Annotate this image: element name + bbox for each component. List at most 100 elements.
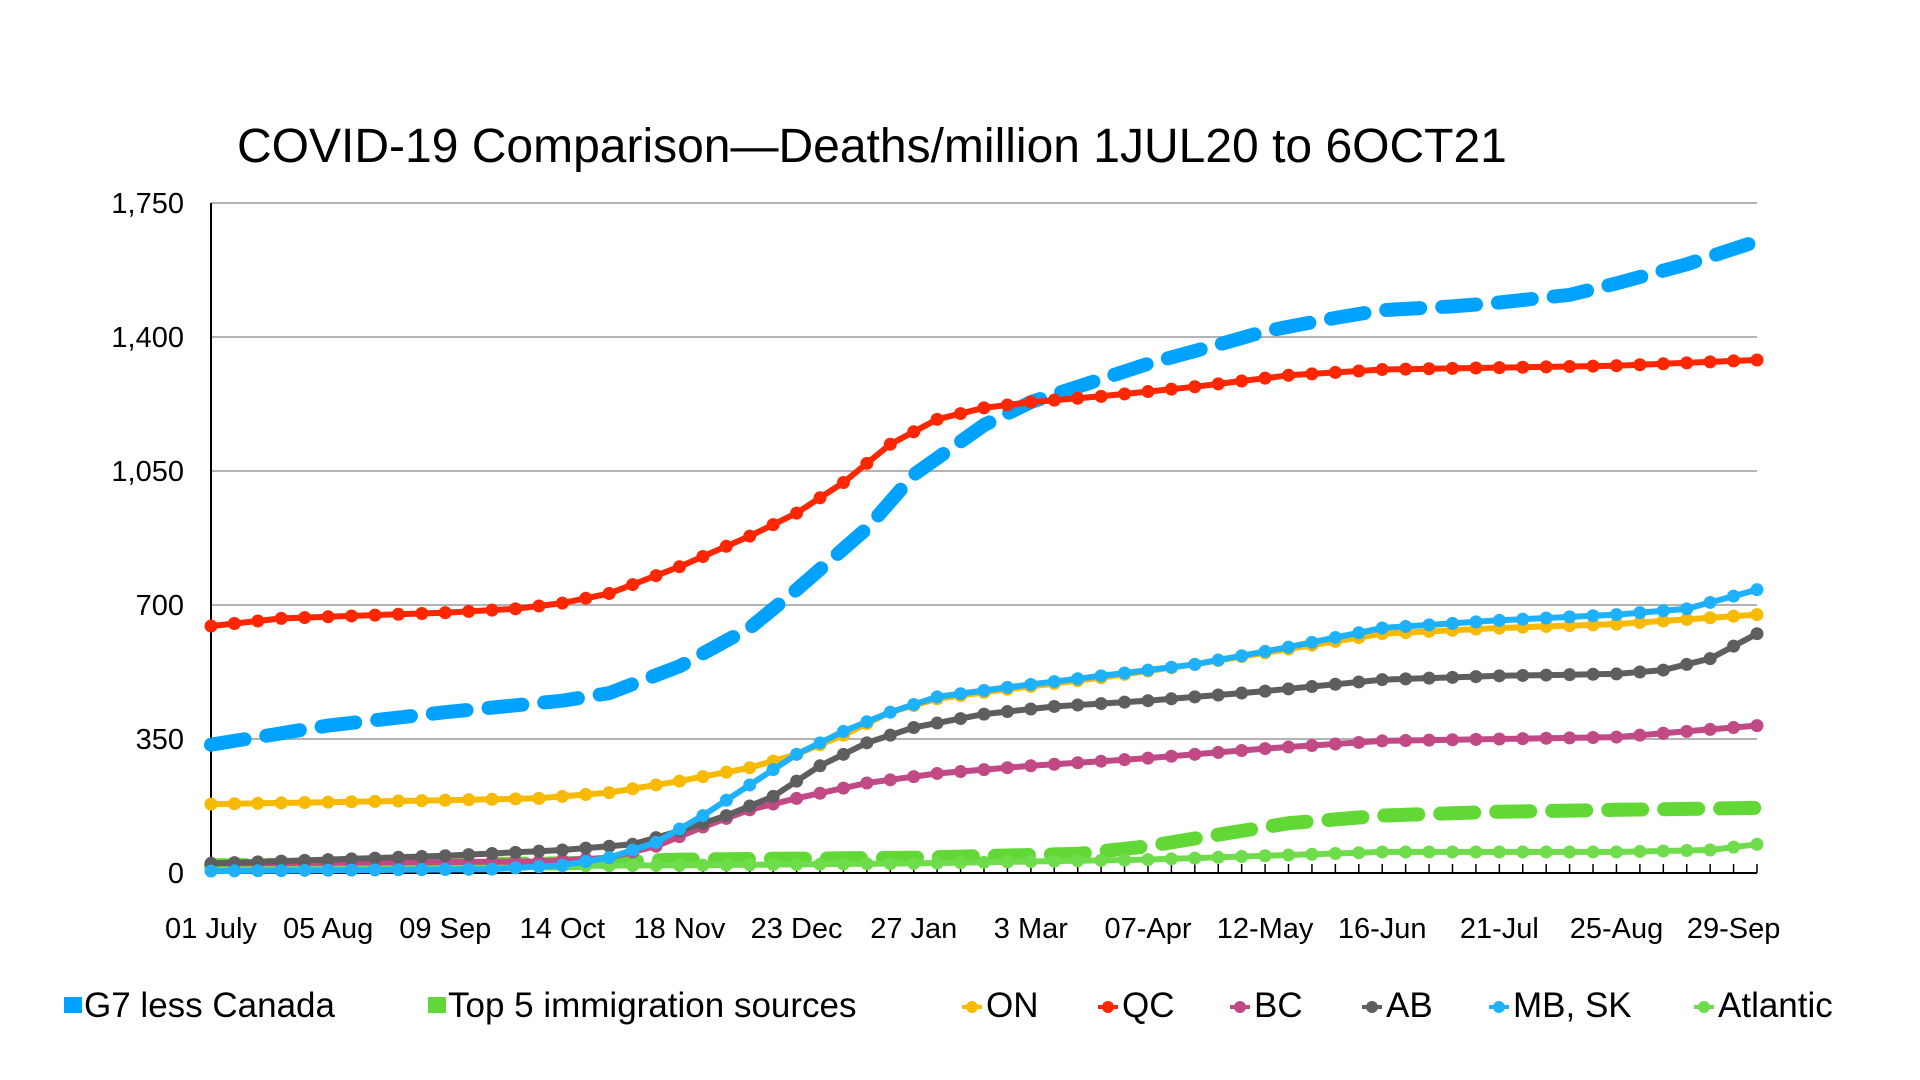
legend-item: BC — [1230, 986, 1303, 1025]
data-point — [1656, 726, 1670, 740]
data-point — [1118, 853, 1132, 867]
data-point — [743, 529, 757, 543]
data-point — [1000, 398, 1014, 412]
data-point — [1375, 363, 1389, 377]
data-point — [836, 475, 850, 489]
legend-swatch — [428, 997, 446, 1013]
data-point — [907, 856, 921, 870]
data-point — [1609, 617, 1623, 631]
data-point — [1118, 387, 1132, 401]
data-point — [1609, 845, 1623, 859]
data-point — [1188, 380, 1202, 394]
data-point — [907, 770, 921, 784]
y-tick-label: 1,400 — [111, 322, 184, 354]
data-point — [1235, 743, 1249, 757]
data-point — [1047, 854, 1061, 868]
data-point — [1258, 371, 1272, 385]
legend-marker — [966, 1001, 978, 1013]
data-point — [1539, 360, 1553, 374]
y-tick-label: 0 — [168, 858, 184, 890]
data-point — [1750, 353, 1764, 367]
data-point — [579, 788, 593, 802]
data-point — [1750, 583, 1764, 597]
data-point — [1656, 604, 1670, 618]
series-qc — [204, 353, 1764, 633]
data-point — [415, 850, 429, 864]
data-point — [1024, 759, 1038, 773]
data-point — [1656, 357, 1670, 371]
data-point — [1164, 382, 1178, 396]
data-point — [1422, 845, 1436, 859]
data-point — [790, 747, 804, 761]
data-point — [602, 587, 616, 601]
data-point — [1469, 732, 1483, 746]
y-tick-label: 700 — [136, 590, 184, 622]
data-point — [813, 759, 827, 773]
data-point — [1188, 851, 1202, 865]
x-tick-label: 05 Aug — [283, 913, 373, 945]
data-point — [1047, 393, 1061, 407]
data-point — [626, 578, 640, 592]
data-point — [1492, 361, 1506, 375]
data-point — [719, 809, 733, 823]
data-point — [813, 857, 827, 871]
data-point — [1399, 362, 1413, 376]
data-point — [1633, 728, 1647, 742]
data-point — [1586, 618, 1600, 632]
data-point — [836, 857, 850, 871]
data-point — [743, 858, 757, 872]
data-point — [602, 839, 616, 853]
data-point — [1188, 657, 1202, 671]
data-point — [1633, 665, 1647, 679]
data-point — [1492, 732, 1506, 746]
data-point — [509, 861, 523, 875]
data-point — [954, 687, 968, 701]
data-point — [1703, 722, 1717, 736]
data-point — [1024, 677, 1038, 691]
data-point — [1633, 844, 1647, 858]
data-point — [579, 591, 593, 605]
y-tick-label: 1,050 — [111, 456, 184, 488]
data-point — [883, 705, 897, 719]
data-point — [977, 707, 991, 721]
data-point — [1164, 852, 1178, 866]
data-point — [1750, 608, 1764, 622]
data-point — [1235, 850, 1249, 864]
y-tick-label: 1,750 — [111, 188, 184, 220]
data-point — [1024, 702, 1038, 716]
data-point — [977, 763, 991, 777]
data-point — [1750, 719, 1764, 733]
data-point — [977, 401, 991, 415]
data-point — [649, 778, 663, 792]
data-point — [1118, 695, 1132, 709]
data-point — [1727, 721, 1741, 735]
legend-label: Atlantic — [1718, 986, 1833, 1025]
data-point — [930, 412, 944, 426]
x-tick-label: 12-May — [1217, 913, 1314, 945]
data-point — [345, 609, 359, 623]
data-point — [1375, 845, 1389, 859]
legend: G7 less Canada Top 5 immigration sources O… — [64, 986, 1833, 1025]
data-point — [1305, 680, 1319, 694]
legend-marker — [1102, 1001, 1114, 1013]
data-point — [1469, 361, 1483, 375]
data-point — [1492, 613, 1506, 627]
data-point — [696, 809, 710, 823]
data-point — [743, 761, 757, 775]
data-point — [1399, 845, 1413, 859]
data-point — [766, 763, 780, 777]
data-point — [1539, 611, 1553, 625]
data-point — [1211, 653, 1225, 667]
data-point — [1656, 844, 1670, 858]
data-point — [1375, 621, 1389, 635]
data-point — [954, 765, 968, 779]
legend-marker — [1366, 1001, 1378, 1013]
data-point — [1375, 734, 1389, 748]
series-mb-sk — [204, 583, 1764, 878]
data-point — [1609, 730, 1623, 744]
data-point — [1680, 602, 1694, 616]
data-point — [1235, 649, 1249, 663]
data-point — [204, 864, 218, 878]
data-point — [1727, 354, 1741, 368]
data-point — [1235, 686, 1249, 700]
